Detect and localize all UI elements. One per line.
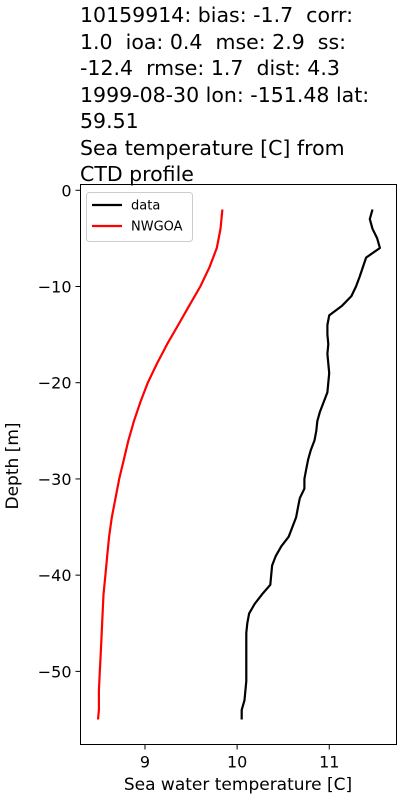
y-tick-label: −50 <box>38 662 72 681</box>
chart-title: 10159914: bias: -1.7 corr: 1.0 ioa: 0.4 m… <box>80 2 398 188</box>
y-tick-label: −10 <box>38 277 72 296</box>
y-tick-label: 0 <box>61 181 71 200</box>
chart-title-line: Sea temperature [C] from <box>80 135 345 160</box>
y-tick-label: −20 <box>38 374 72 393</box>
x-tick-label: 9 <box>140 753 150 772</box>
series-lines <box>96 209 381 720</box>
x-tick-label: 11 <box>319 753 339 772</box>
legend-label-nwgoa: NWGOA <box>131 220 183 235</box>
chart-title-line: 10159914: bias: -1.7 corr: <box>80 3 354 27</box>
legend-label-data: data <box>131 199 160 214</box>
chart-title-line: 1.0 ioa: 0.4 mse: 2.9 ss: <box>80 29 347 54</box>
x-axis: 9 10 11 <box>140 744 339 772</box>
chart-title-line: 59.51 <box>80 109 139 133</box>
series-line-data <box>240 209 381 720</box>
y-tick-label: −40 <box>38 566 72 585</box>
y-axis: 0 −10 −20 −30 −40 −50 <box>38 181 81 681</box>
plot-area <box>80 184 397 745</box>
series-line-nwgoa <box>96 209 224 720</box>
x-tick-label: 10 <box>227 753 247 772</box>
y-tick-label: −30 <box>38 470 72 489</box>
legend: data NWGOA <box>86 192 193 242</box>
y-axis-label: Depth [m] <box>3 422 23 509</box>
chart-title-line: 1999-08-30 lon: -151.48 lat: <box>80 82 370 107</box>
chart-title-line: -12.4 rmse: 1.7 dist: 4.3 <box>80 56 340 80</box>
chart-title-line: CTD profile <box>80 162 194 186</box>
x-axis-label: Sea water temperature [C] <box>124 775 352 795</box>
